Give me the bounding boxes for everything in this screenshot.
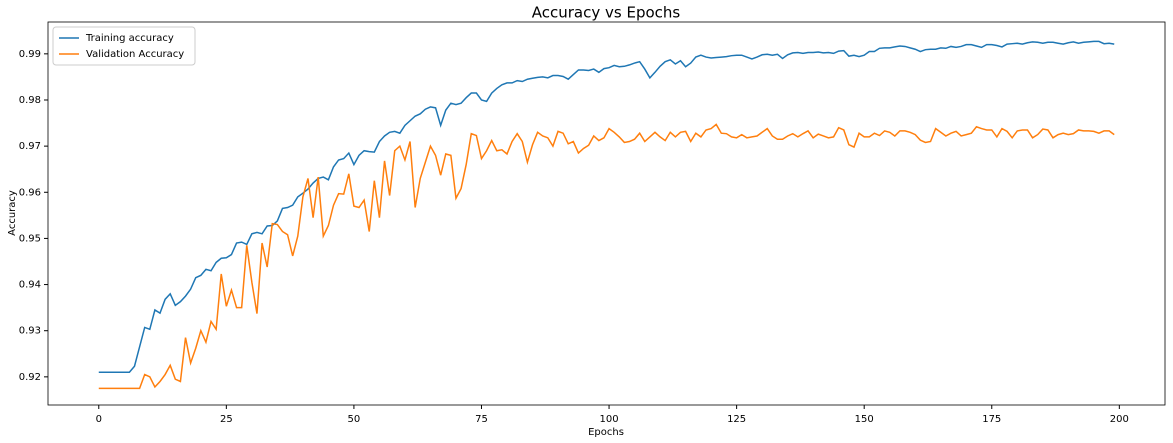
y-tick-label: 0.92 — [19, 372, 41, 383]
legend-label: Validation Accuracy — [86, 49, 184, 60]
line-series — [98, 40, 1115, 373]
x-tick-label: 25 — [220, 414, 233, 425]
y-tick-label: 0.96 — [19, 187, 41, 198]
y-tick-label: 0.99 — [19, 49, 41, 60]
legend-label: Training accuracy — [85, 33, 174, 44]
x-tick-label: 75 — [475, 414, 488, 425]
chart-title: Accuracy vs Epochs — [532, 4, 681, 22]
x-tick-label: 175 — [982, 414, 1001, 425]
x-tick-label: 150 — [855, 414, 874, 425]
line-series — [98, 123, 1115, 390]
x-axis-label: Epochs — [588, 427, 624, 438]
y-tick-label: 0.94 — [19, 280, 41, 291]
x-tick-label: 0 — [96, 414, 102, 425]
y-tick-label: 0.93 — [19, 326, 41, 337]
x-tick-label: 50 — [348, 414, 361, 425]
x-tick-label: 125 — [727, 414, 746, 425]
y-axis-label: Accuracy — [7, 190, 18, 236]
y-tick-label: 0.95 — [19, 233, 41, 244]
plot-frame — [47, 21, 1166, 406]
legend-box — [52, 26, 196, 66]
y-tick-label: 0.98 — [19, 95, 41, 106]
x-tick-label: 100 — [600, 414, 619, 425]
x-tick-label: 200 — [1110, 414, 1129, 425]
y-tick-label: 0.97 — [19, 141, 41, 152]
